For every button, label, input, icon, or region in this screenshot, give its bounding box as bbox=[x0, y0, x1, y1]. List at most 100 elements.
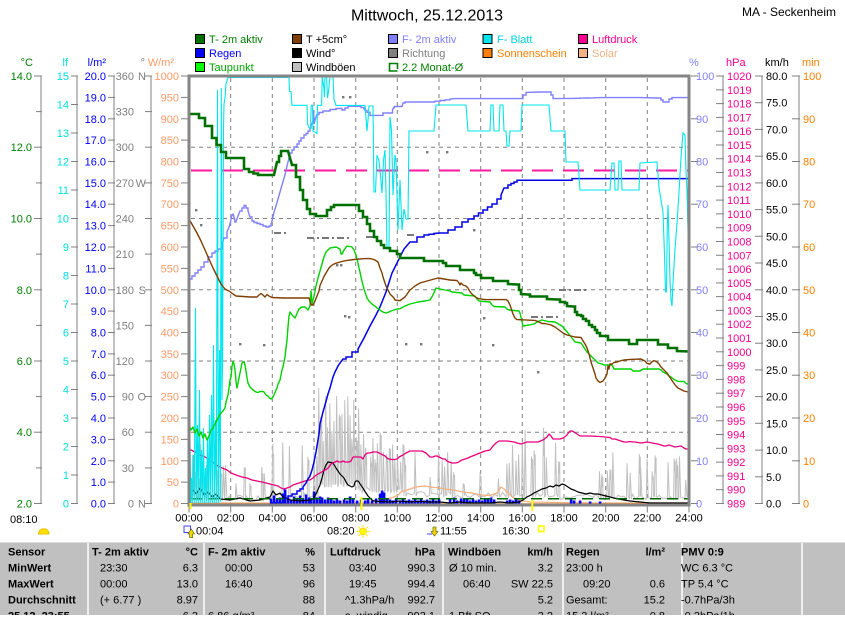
svg-text:Regen: Regen bbox=[209, 48, 241, 60]
svg-text:20: 20 bbox=[803, 413, 815, 425]
svg-text:-0.3hPa/1h: -0.3hPa/1h bbox=[681, 611, 735, 616]
svg-text:Solar: Solar bbox=[592, 48, 618, 60]
svg-text:120: 120 bbox=[116, 356, 134, 368]
svg-text:60: 60 bbox=[122, 427, 134, 439]
svg-text:Wind°: Wind° bbox=[306, 48, 335, 60]
svg-text:994.4: 994.4 bbox=[407, 579, 435, 591]
svg-text:15.0: 15.0 bbox=[85, 178, 106, 190]
svg-text:1012: 1012 bbox=[727, 181, 751, 193]
svg-text:12:00: 12:00 bbox=[425, 513, 453, 525]
svg-text:990: 990 bbox=[727, 485, 745, 497]
svg-text:l/m²: l/m² bbox=[88, 57, 107, 69]
svg-text:06:00: 06:00 bbox=[300, 513, 328, 525]
svg-text:14: 14 bbox=[57, 100, 69, 112]
svg-text:999: 999 bbox=[727, 361, 745, 373]
svg-text:2.2 Monat-Ø: 2.2 Monat-Ø bbox=[402, 62, 464, 74]
svg-text:00:00: 00:00 bbox=[175, 513, 203, 525]
svg-text:12: 12 bbox=[57, 157, 69, 169]
svg-text:4.0: 4.0 bbox=[91, 413, 106, 425]
svg-text:993.1: 993.1 bbox=[407, 611, 435, 616]
svg-text:989: 989 bbox=[727, 499, 745, 511]
svg-text:0: 0 bbox=[696, 499, 702, 511]
svg-text:400: 400 bbox=[161, 328, 179, 340]
svg-text:15.0: 15.0 bbox=[766, 418, 787, 430]
svg-text:950: 950 bbox=[161, 92, 179, 104]
svg-text:84: 84 bbox=[303, 611, 315, 616]
svg-text:1007: 1007 bbox=[727, 250, 751, 262]
svg-text:10.0: 10.0 bbox=[766, 445, 787, 457]
svg-text:0: 0 bbox=[63, 499, 69, 511]
svg-text:700: 700 bbox=[161, 199, 179, 211]
svg-text:4: 4 bbox=[63, 385, 69, 397]
svg-text:16:40: 16:40 bbox=[225, 579, 253, 591]
svg-text:2.0: 2.0 bbox=[91, 456, 106, 468]
svg-text:800: 800 bbox=[161, 157, 179, 169]
svg-text:%: % bbox=[305, 547, 315, 559]
svg-text:23:00 h: 23:00 h bbox=[566, 563, 603, 575]
svg-text:00:00: 00:00 bbox=[100, 579, 128, 591]
svg-text:°C: °C bbox=[186, 547, 198, 559]
svg-text:88: 88 bbox=[303, 595, 315, 607]
svg-text:30: 30 bbox=[122, 463, 134, 475]
svg-text:08:00: 08:00 bbox=[342, 513, 370, 525]
svg-text:°C: °C bbox=[21, 57, 33, 69]
svg-text:200: 200 bbox=[161, 413, 179, 425]
svg-text:100: 100 bbox=[803, 71, 821, 83]
svg-text:550: 550 bbox=[161, 263, 179, 275]
svg-text:1001: 1001 bbox=[727, 333, 751, 345]
svg-text:0.6: 0.6 bbox=[650, 579, 665, 591]
svg-text:20.0: 20.0 bbox=[766, 392, 787, 404]
svg-text:60: 60 bbox=[696, 242, 708, 254]
svg-text:12.0: 12.0 bbox=[85, 242, 106, 254]
svg-text:lf: lf bbox=[63, 57, 69, 69]
svg-text:80: 80 bbox=[803, 157, 815, 169]
svg-text:10: 10 bbox=[57, 214, 69, 226]
svg-text:991: 991 bbox=[727, 471, 745, 483]
svg-text:0.0: 0.0 bbox=[91, 499, 106, 511]
svg-text:350: 350 bbox=[161, 349, 179, 361]
svg-text:996: 996 bbox=[727, 402, 745, 414]
svg-text:09:20: 09:20 bbox=[583, 579, 611, 591]
svg-text:11: 11 bbox=[58, 185, 69, 197]
svg-text:30.0: 30.0 bbox=[766, 338, 787, 350]
svg-text:Regen: Regen bbox=[566, 547, 600, 559]
svg-text:MA - Seckenheim: MA - Seckenheim bbox=[742, 5, 836, 19]
svg-text:5: 5 bbox=[63, 356, 69, 368]
svg-text:hPa: hPa bbox=[415, 547, 436, 559]
svg-text:994: 994 bbox=[727, 430, 745, 442]
svg-text:1010: 1010 bbox=[727, 209, 751, 221]
svg-text:360: 360 bbox=[116, 71, 134, 83]
svg-text:992: 992 bbox=[727, 457, 745, 469]
svg-text:8: 8 bbox=[63, 271, 69, 283]
svg-text:23:30: 23:30 bbox=[100, 563, 128, 575]
svg-text:180: 180 bbox=[116, 285, 134, 297]
svg-text:Windböen: Windböen bbox=[306, 62, 356, 74]
svg-text:750: 750 bbox=[161, 178, 179, 190]
svg-text:1.0: 1.0 bbox=[91, 477, 106, 489]
svg-text:1004: 1004 bbox=[727, 292, 751, 304]
svg-text:210: 210 bbox=[116, 249, 134, 261]
svg-text:650: 650 bbox=[161, 221, 179, 233]
svg-text:1016: 1016 bbox=[727, 126, 751, 138]
svg-text:16:30: 16:30 bbox=[502, 526, 530, 538]
svg-text:1002: 1002 bbox=[727, 319, 751, 331]
svg-text:1: 1 bbox=[63, 470, 69, 482]
svg-text:15.3 l/m²: 15.3 l/m² bbox=[566, 611, 609, 616]
svg-text:65.0: 65.0 bbox=[766, 151, 787, 163]
svg-text:T- 2m aktiv: T- 2m aktiv bbox=[92, 547, 150, 559]
svg-text:10: 10 bbox=[803, 456, 815, 468]
svg-text:13.0: 13.0 bbox=[177, 579, 198, 591]
svg-text:0: 0 bbox=[173, 499, 179, 511]
svg-text:02:00: 02:00 bbox=[217, 513, 245, 525]
svg-text:F- 2m aktiv: F- 2m aktiv bbox=[402, 34, 457, 46]
svg-text:40.0: 40.0 bbox=[766, 285, 787, 297]
svg-text:25.0: 25.0 bbox=[766, 365, 787, 377]
svg-text:Ø 10 min.: Ø 10 min. bbox=[449, 563, 497, 575]
svg-text:75.0: 75.0 bbox=[766, 98, 787, 110]
svg-text:T- 2m aktiv: T- 2m aktiv bbox=[209, 34, 263, 46]
svg-text:90: 90 bbox=[696, 114, 708, 126]
svg-text:Mittwoch, 25.12.2013: Mittwoch, 25.12.2013 bbox=[351, 8, 503, 25]
svg-text:F- 2m aktiv: F- 2m aktiv bbox=[208, 547, 266, 559]
svg-text:3.2: 3.2 bbox=[538, 611, 553, 616]
svg-text:600: 600 bbox=[161, 242, 179, 254]
